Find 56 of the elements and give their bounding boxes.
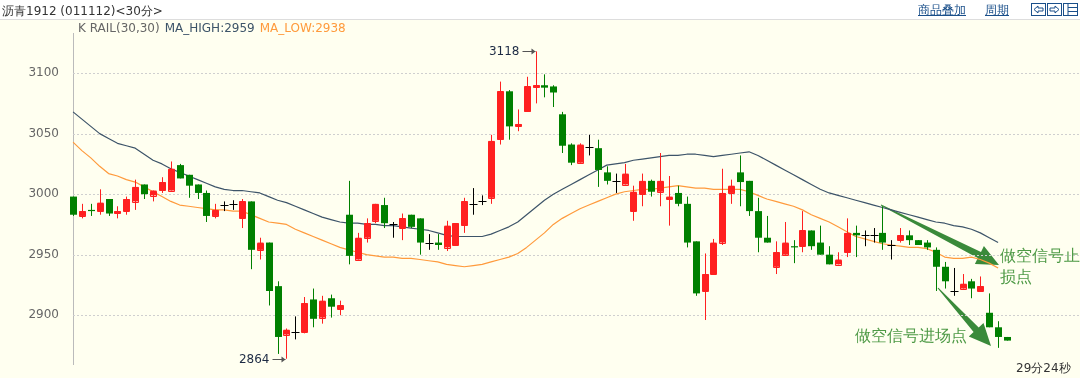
- candlestick: [123, 196, 130, 216]
- y-tick-label: 3050: [28, 125, 59, 140]
- candlestick: [968, 278, 975, 299]
- annotation: 做空信号进场点: [855, 326, 967, 347]
- candlestick: [310, 288, 317, 328]
- candlestick: [478, 194, 487, 206]
- candlestick: [239, 198, 246, 229]
- annotation: 3118: [488, 43, 520, 58]
- candlestick: [550, 84, 557, 108]
- candlestick: [515, 108, 522, 132]
- candlestick: [399, 213, 406, 241]
- candlestick: [879, 205, 886, 251]
- text: MA_LOW:2938: [259, 21, 346, 35]
- candlestick: [604, 165, 611, 185]
- candlestick: [203, 190, 210, 223]
- candlestick: [817, 225, 824, 256]
- candlestick: [595, 139, 602, 188]
- candlestick: [291, 315, 300, 340]
- y-tick-label: 3000: [28, 186, 59, 201]
- text: 周期: [985, 3, 1009, 19]
- candlestick: [799, 210, 806, 253]
- candlestick: [612, 173, 621, 194]
- y-tick-label: 2900: [28, 307, 59, 322]
- candlestick: [97, 188, 104, 216]
- text: 商品叠加: [918, 3, 966, 19]
- candlestick: [568, 142, 575, 166]
- y-tick-label: 2950: [28, 246, 59, 261]
- candlestick: [887, 239, 896, 261]
- annotation: 做空信号止损点: [1000, 246, 1080, 288]
- candlestick: [675, 185, 682, 207]
- candlestick: [425, 233, 434, 251]
- candlestick: [639, 173, 646, 207]
- candlestick: [328, 294, 335, 319]
- annotation: 2864: [238, 351, 270, 366]
- candlestick: [986, 292, 993, 328]
- candlestick: [737, 154, 744, 207]
- candlestick: [220, 200, 229, 212]
- candlestick: [229, 199, 238, 211]
- candlestick: [630, 185, 637, 222]
- candlestick: [469, 187, 478, 216]
- candlestick: [933, 246, 940, 292]
- candlestick: [942, 261, 949, 290]
- candlestick: [808, 229, 815, 251]
- chart-title: 沥青1912 (011112)<30分>: [2, 3, 163, 20]
- candlestick: [381, 197, 388, 229]
- chart-subtitle: K RAIL(30,30): [78, 21, 160, 35]
- text: 29分24秒: [1016, 361, 1071, 377]
- candlestick: [585, 134, 594, 156]
- candlestick: [541, 73, 548, 98]
- text: MA_HIGH:2959: [164, 21, 255, 35]
- candlestick: [764, 215, 771, 244]
- candlestick: [950, 267, 959, 297]
- candlestick: [389, 221, 398, 239]
- candlestick: [844, 217, 851, 258]
- y-tick-label: 3100: [28, 65, 59, 80]
- candlestick: [995, 320, 1002, 349]
